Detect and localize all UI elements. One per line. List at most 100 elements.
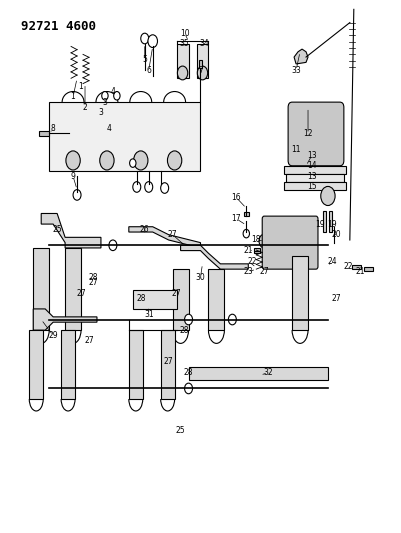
Text: 13: 13 [307, 151, 317, 160]
Text: 9: 9 [71, 172, 75, 181]
Circle shape [184, 314, 192, 325]
Polygon shape [294, 49, 308, 64]
Text: 27: 27 [84, 336, 94, 345]
Circle shape [114, 92, 120, 100]
Circle shape [229, 314, 236, 325]
Text: 28: 28 [136, 294, 146, 303]
Text: 30: 30 [196, 272, 205, 281]
Text: 32: 32 [263, 368, 273, 377]
Text: 13: 13 [307, 172, 317, 181]
Bar [254, 248, 260, 253]
Text: 11: 11 [291, 146, 301, 155]
Circle shape [73, 190, 81, 200]
Bar [39, 131, 49, 136]
Text: 28: 28 [180, 326, 189, 335]
Bar [133, 290, 176, 309]
Circle shape [100, 151, 114, 170]
Text: 21: 21 [243, 246, 253, 255]
Circle shape [161, 183, 169, 193]
Text: 29: 29 [49, 331, 58, 340]
Bar [65, 248, 81, 330]
Text: 8: 8 [51, 124, 55, 133]
Circle shape [141, 33, 149, 44]
Text: 4: 4 [107, 124, 111, 133]
Bar [329, 211, 332, 232]
Polygon shape [41, 214, 101, 248]
Text: 24: 24 [327, 257, 337, 265]
Bar [209, 269, 225, 330]
Text: 16: 16 [231, 193, 241, 202]
Text: 14: 14 [307, 161, 317, 170]
Bar [33, 248, 49, 330]
Circle shape [109, 240, 117, 251]
Circle shape [177, 66, 188, 80]
Text: 20: 20 [331, 230, 341, 239]
Text: 31: 31 [144, 310, 154, 319]
Text: 18: 18 [251, 236, 261, 245]
Text: 27: 27 [88, 278, 98, 287]
Text: 23: 23 [243, 268, 253, 276]
Bar [352, 265, 360, 269]
Polygon shape [129, 227, 200, 248]
Circle shape [145, 182, 153, 192]
Text: 15: 15 [307, 182, 317, 191]
Text: 27: 27 [331, 294, 341, 303]
Bar [292, 256, 308, 330]
Circle shape [243, 229, 249, 238]
Circle shape [259, 234, 269, 248]
Text: 6: 6 [146, 66, 151, 75]
Bar [243, 212, 249, 216]
Text: 27: 27 [164, 358, 174, 367]
Text: 27: 27 [172, 288, 181, 297]
Circle shape [133, 182, 141, 192]
Text: 19: 19 [315, 220, 325, 229]
Text: 22: 22 [343, 262, 352, 271]
Text: 1: 1 [79, 82, 83, 91]
Text: 28: 28 [184, 368, 193, 377]
Bar [49, 102, 200, 171]
Circle shape [66, 151, 80, 170]
FancyBboxPatch shape [288, 102, 344, 166]
Circle shape [184, 383, 192, 394]
Circle shape [148, 35, 158, 47]
Text: 92721 4600: 92721 4600 [21, 20, 96, 33]
Polygon shape [180, 245, 248, 269]
Text: 5: 5 [142, 55, 147, 64]
Bar [284, 182, 346, 190]
Bar [286, 174, 344, 182]
Bar [129, 330, 143, 399]
Circle shape [197, 66, 208, 80]
Bar [198, 60, 203, 68]
Bar [188, 367, 328, 381]
Text: 27: 27 [76, 288, 86, 297]
Text: 28: 28 [88, 272, 98, 281]
Text: 26: 26 [140, 225, 150, 234]
Text: 10: 10 [180, 29, 189, 38]
Text: 25: 25 [176, 426, 185, 435]
Circle shape [168, 151, 182, 170]
Text: 22: 22 [247, 257, 257, 265]
Text: 1: 1 [71, 92, 75, 101]
Text: 3: 3 [103, 98, 107, 107]
Circle shape [321, 187, 335, 206]
Bar [284, 166, 346, 174]
Bar [196, 44, 209, 78]
FancyBboxPatch shape [262, 216, 318, 269]
Bar [323, 211, 326, 232]
Text: 17: 17 [231, 214, 241, 223]
Bar [29, 330, 43, 399]
Text: 3: 3 [99, 108, 103, 117]
Text: 2: 2 [83, 103, 87, 112]
Bar [364, 266, 373, 271]
Circle shape [134, 151, 148, 170]
Text: 27: 27 [168, 230, 177, 239]
Bar [161, 330, 174, 399]
Text: 12: 12 [303, 130, 313, 139]
Bar [176, 44, 188, 78]
Text: 27: 27 [259, 268, 269, 276]
Bar [61, 330, 75, 399]
Text: 34: 34 [200, 39, 209, 49]
Text: 25: 25 [52, 225, 62, 234]
Text: 33: 33 [291, 66, 301, 75]
Text: 4: 4 [110, 87, 115, 96]
